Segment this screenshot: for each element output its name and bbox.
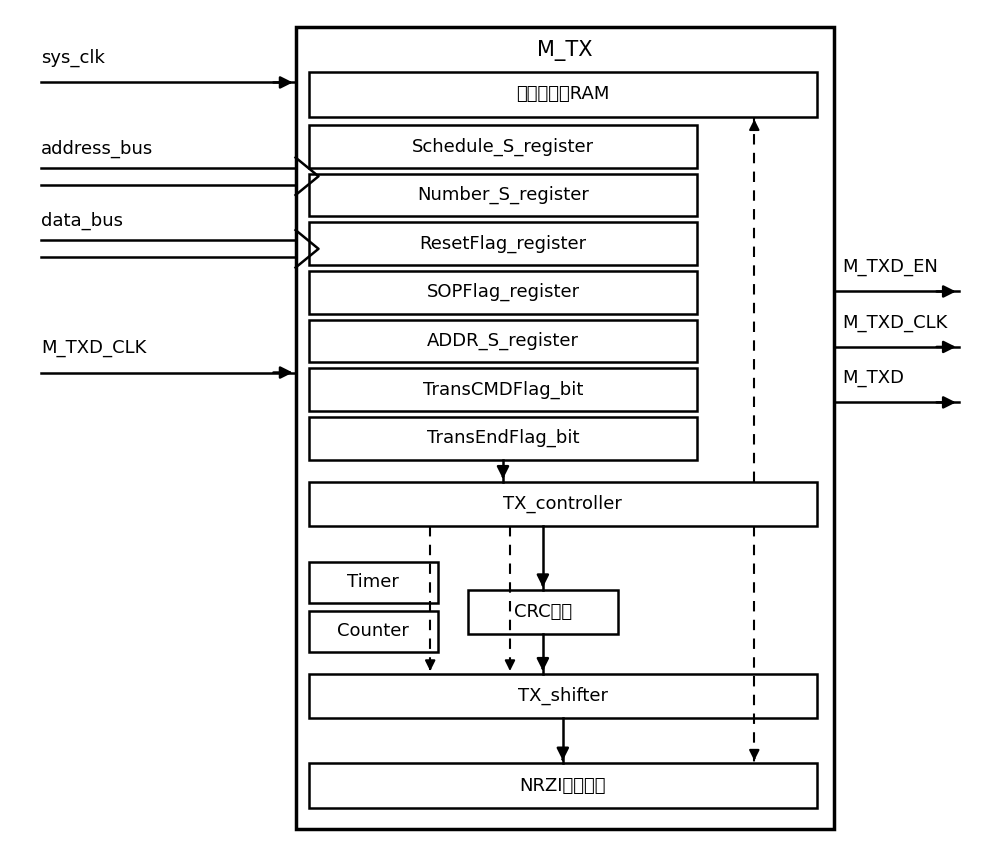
Text: TransEndFlag_bit: TransEndFlag_bit bbox=[427, 429, 579, 448]
Text: TX_shifter: TX_shifter bbox=[518, 687, 608, 705]
Text: M_TX: M_TX bbox=[537, 40, 593, 62]
Bar bbox=[309, 562, 438, 603]
Bar bbox=[309, 368, 697, 411]
Text: sys_clk: sys_clk bbox=[41, 49, 105, 67]
Text: M_TXD_EN: M_TXD_EN bbox=[842, 259, 938, 276]
Text: TX_controller: TX_controller bbox=[503, 495, 622, 513]
Text: NRZI编码模块: NRZI编码模块 bbox=[520, 776, 606, 794]
Bar bbox=[309, 319, 697, 362]
Text: M_TXD_CLK: M_TXD_CLK bbox=[842, 313, 947, 331]
Text: Timer: Timer bbox=[347, 574, 399, 591]
Text: 双口存储器RAM: 双口存储器RAM bbox=[516, 86, 610, 104]
Bar bbox=[309, 610, 438, 651]
Text: address_bus: address_bus bbox=[41, 140, 154, 158]
Text: M_TXD: M_TXD bbox=[842, 369, 904, 387]
Bar bbox=[309, 417, 697, 460]
Text: ADDR_S_register: ADDR_S_register bbox=[427, 332, 579, 350]
Bar bbox=[309, 72, 817, 116]
Text: Schedule_S_register: Schedule_S_register bbox=[412, 137, 594, 156]
Text: SOPFlag_register: SOPFlag_register bbox=[426, 283, 580, 301]
Bar bbox=[296, 27, 834, 829]
Text: Counter: Counter bbox=[337, 622, 409, 640]
Text: M_TXD_CLK: M_TXD_CLK bbox=[41, 339, 147, 357]
Text: data_bus: data_bus bbox=[41, 211, 123, 230]
Bar bbox=[309, 674, 817, 718]
Bar bbox=[309, 223, 697, 265]
Bar bbox=[309, 174, 697, 217]
Bar bbox=[468, 590, 618, 634]
Bar bbox=[309, 764, 817, 808]
Text: CRC校验: CRC校验 bbox=[514, 603, 572, 621]
Bar bbox=[309, 125, 697, 168]
Bar bbox=[309, 271, 697, 313]
Bar bbox=[309, 482, 817, 526]
Text: Number_S_register: Number_S_register bbox=[417, 186, 589, 205]
Text: TransCMDFlag_bit: TransCMDFlag_bit bbox=[423, 380, 583, 399]
Text: ResetFlag_register: ResetFlag_register bbox=[419, 235, 587, 253]
